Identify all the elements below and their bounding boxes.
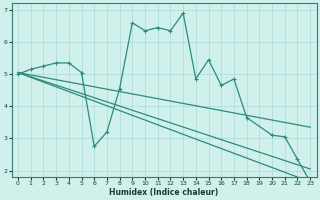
X-axis label: Humidex (Indice chaleur): Humidex (Indice chaleur) — [109, 188, 219, 197]
